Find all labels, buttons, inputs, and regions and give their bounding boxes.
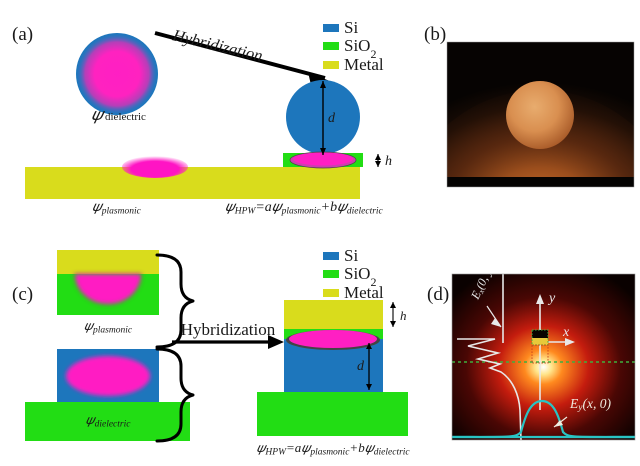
svg-text:(b): (b) (424, 24, 446, 45)
svg-text:y: y (547, 291, 556, 306)
svg-text:Hybridization: Hybridization (181, 320, 276, 339)
svg-text:Metal: Metal (344, 283, 384, 302)
svg-text:x: x (562, 325, 570, 340)
svg-text:h: h (400, 308, 407, 323)
svg-text:h: h (385, 154, 392, 169)
svg-text:Hybridization: Hybridization (170, 25, 265, 65)
svg-text:(c): (c) (12, 284, 33, 305)
svg-text:dielectric: dielectric (105, 111, 146, 123)
svg-text:Si: Si (344, 18, 358, 37)
svg-text:Si: Si (344, 246, 358, 265)
svg-text:(d): (d) (427, 284, 449, 305)
svg-text:𝜓HPW=a𝜓plasmonic+b𝜓dielectr: 𝜓HPW=a𝜓plasmonic+b𝜓dielectric (225, 200, 384, 217)
svg-text:Metal: Metal (344, 55, 384, 74)
svg-text:𝜓plasmonic: 𝜓plasmonic (84, 318, 133, 336)
svg-text:(a): (a) (12, 24, 33, 45)
svg-text:Ey(x, 0): Ey(x, 0) (569, 396, 611, 413)
svg-text:𝜓HPW=a𝜓plasmonic+b𝜓dielectr: 𝜓HPW=a𝜓plasmonic+b𝜓dielectric (256, 440, 410, 458)
svg-text:𝜓plasmonic: 𝜓plasmonic (92, 200, 142, 217)
svg-text:d: d (357, 359, 365, 374)
svg-text:d: d (328, 111, 336, 126)
